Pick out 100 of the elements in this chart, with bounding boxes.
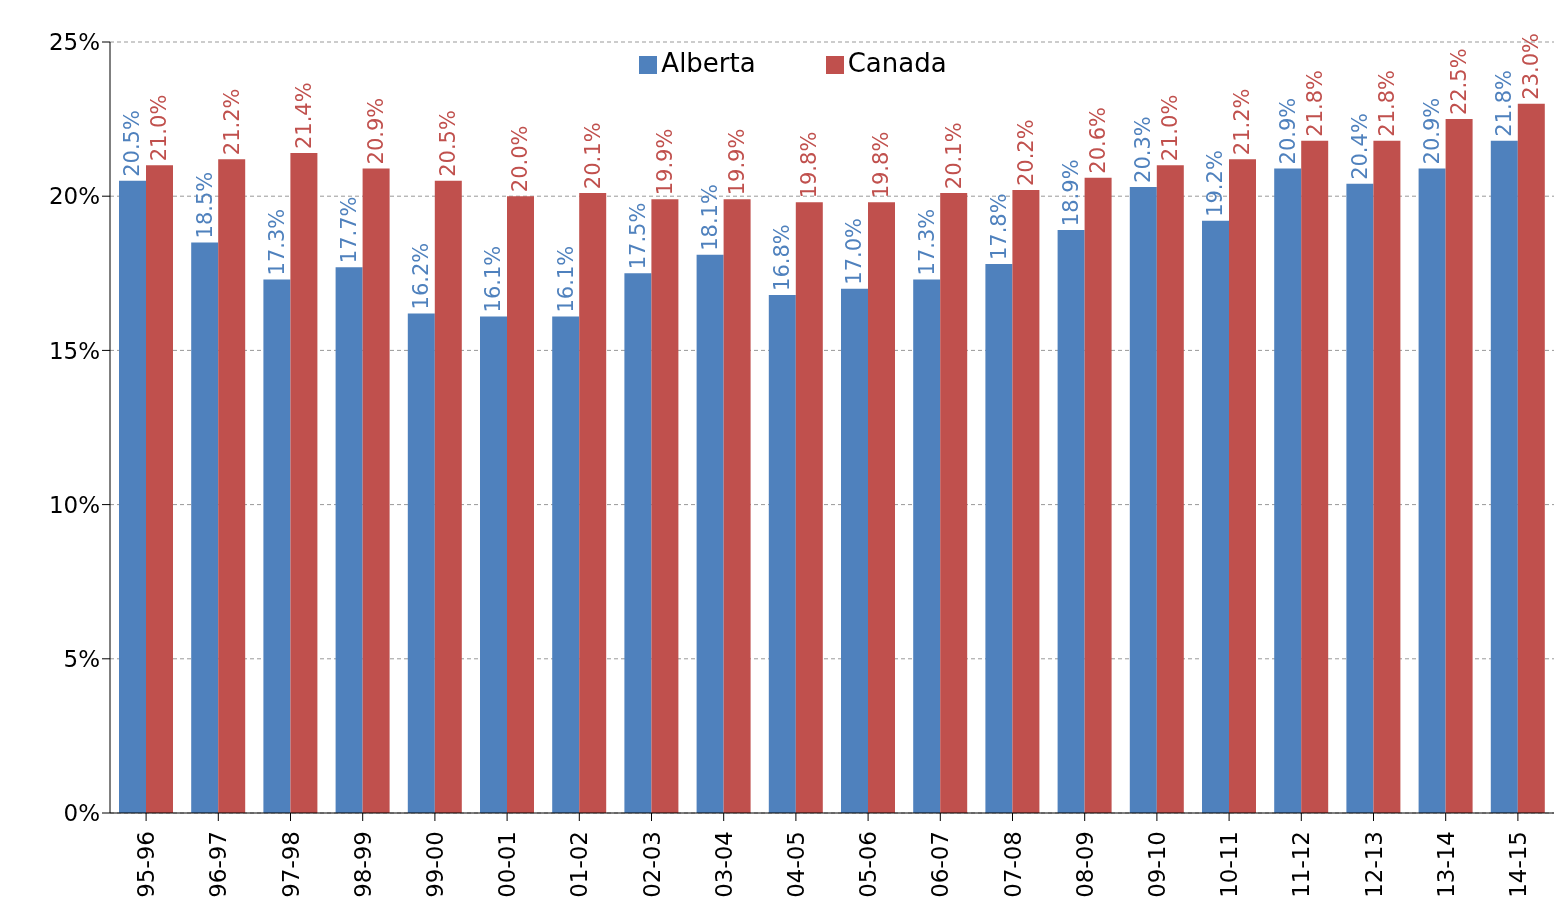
data-label: 17.3% [264, 208, 289, 276]
bar [1156, 165, 1184, 813]
data-label: 17.7% [337, 196, 362, 264]
data-label: 18.1% [698, 184, 723, 251]
data-label: 21.8% [1492, 69, 1517, 137]
bar [263, 279, 291, 813]
x-tick-label: 99-00 [421, 831, 448, 898]
bar [1346, 183, 1374, 813]
bar [191, 242, 219, 813]
data-label: 17.5% [625, 202, 650, 270]
x-tick-label: 02-03 [638, 831, 665, 898]
data-label: 20.0% [508, 125, 533, 193]
bar [940, 193, 968, 813]
bar [507, 196, 534, 813]
bar [407, 313, 435, 813]
bar [1129, 186, 1157, 813]
data-label: 20.5% [120, 110, 145, 177]
data-label: 23.0% [1519, 32, 1544, 100]
y-tick-label: 15% [48, 337, 100, 364]
data-label: 20.4% [1347, 113, 1372, 180]
bar [696, 254, 724, 813]
bar [1229, 159, 1256, 813]
x-tick-label: 12-13 [1360, 831, 1387, 898]
x-tick-label: 09-10 [1143, 831, 1170, 898]
bar [913, 279, 941, 813]
x-tick-label: 00-01 [494, 831, 521, 898]
bar [1517, 103, 1545, 813]
data-label: 18.5% [192, 171, 217, 239]
bar [290, 153, 318, 813]
data-label: 20.3% [1131, 116, 1156, 183]
x-tick-label: 98-99 [349, 831, 376, 898]
x-tick-label: 03-04 [710, 831, 737, 898]
data-label: 19.9% [652, 128, 677, 196]
bar [552, 316, 580, 813]
bar [723, 199, 751, 813]
data-label: 19.9% [725, 128, 750, 196]
x-tick-label: 96-97 [205, 831, 232, 898]
y-tick-label: 25% [48, 29, 100, 56]
data-label: 16.1% [481, 245, 506, 313]
data-label: 20.1% [941, 122, 966, 190]
x-tick-label: 08-09 [1071, 831, 1098, 898]
data-label: 18.9% [1059, 159, 1084, 227]
x-tick-label: 06-07 [927, 831, 954, 898]
x-tick-label: 11-12 [1288, 831, 1315, 898]
data-label: 20.1% [580, 122, 605, 190]
data-label: 17.8% [986, 193, 1011, 261]
x-tick-label: 13-14 [1432, 831, 1459, 898]
y-tick-label: 5% [63, 645, 100, 672]
bar [1012, 190, 1040, 813]
bar [1084, 177, 1112, 813]
data-label: 21.8% [1302, 69, 1327, 137]
bar [651, 199, 679, 813]
bar [624, 273, 652, 813]
bar [146, 165, 173, 813]
y-tick-label: 0% [63, 800, 100, 827]
bar [1445, 119, 1473, 813]
bar [1418, 168, 1446, 813]
data-label: 20.9% [364, 97, 389, 165]
bar [434, 180, 462, 813]
bar [1490, 140, 1518, 813]
x-tick-label: 01-02 [566, 831, 593, 898]
bar [841, 288, 868, 813]
bar [1202, 220, 1229, 813]
bar [480, 316, 507, 813]
bar [218, 159, 246, 813]
legend-label: Alberta [661, 48, 756, 78]
data-label: 20.6% [1086, 106, 1111, 174]
bar [1301, 140, 1329, 813]
bar [985, 264, 1013, 813]
data-label: 21.2% [219, 88, 244, 156]
data-label: 21.8% [1374, 69, 1399, 137]
data-label: 16.8% [770, 224, 795, 291]
data-label: 17.3% [914, 208, 939, 276]
x-tick-label: 05-06 [855, 831, 882, 898]
bar [362, 168, 390, 813]
data-label: 19.8% [797, 131, 822, 199]
data-label: 20.5% [436, 110, 461, 177]
bar [868, 202, 895, 813]
bar [335, 267, 363, 813]
bar [795, 202, 823, 813]
data-label: 16.1% [553, 245, 578, 313]
data-label: 20.2% [1013, 119, 1038, 187]
data-label: 21.2% [1230, 88, 1255, 156]
data-label: 17.0% [842, 218, 867, 285]
data-label: 20.9% [1275, 97, 1300, 165]
bar [1274, 168, 1302, 813]
x-tick-label: 04-05 [782, 831, 809, 898]
bar [1373, 140, 1401, 813]
data-label: 20.9% [1420, 97, 1445, 165]
data-label: 21.4% [291, 82, 316, 150]
y-tick-label: 10% [48, 491, 100, 518]
bar [768, 294, 796, 813]
y-tick-label: 20% [48, 183, 100, 210]
bar [119, 180, 146, 813]
bar [1057, 230, 1085, 813]
data-label: 21.0% [147, 94, 172, 162]
x-tick-label: 07-08 [999, 831, 1026, 898]
data-label: 16.2% [409, 242, 434, 310]
data-label: 19.8% [869, 131, 894, 199]
data-label: 22.5% [1447, 48, 1472, 116]
